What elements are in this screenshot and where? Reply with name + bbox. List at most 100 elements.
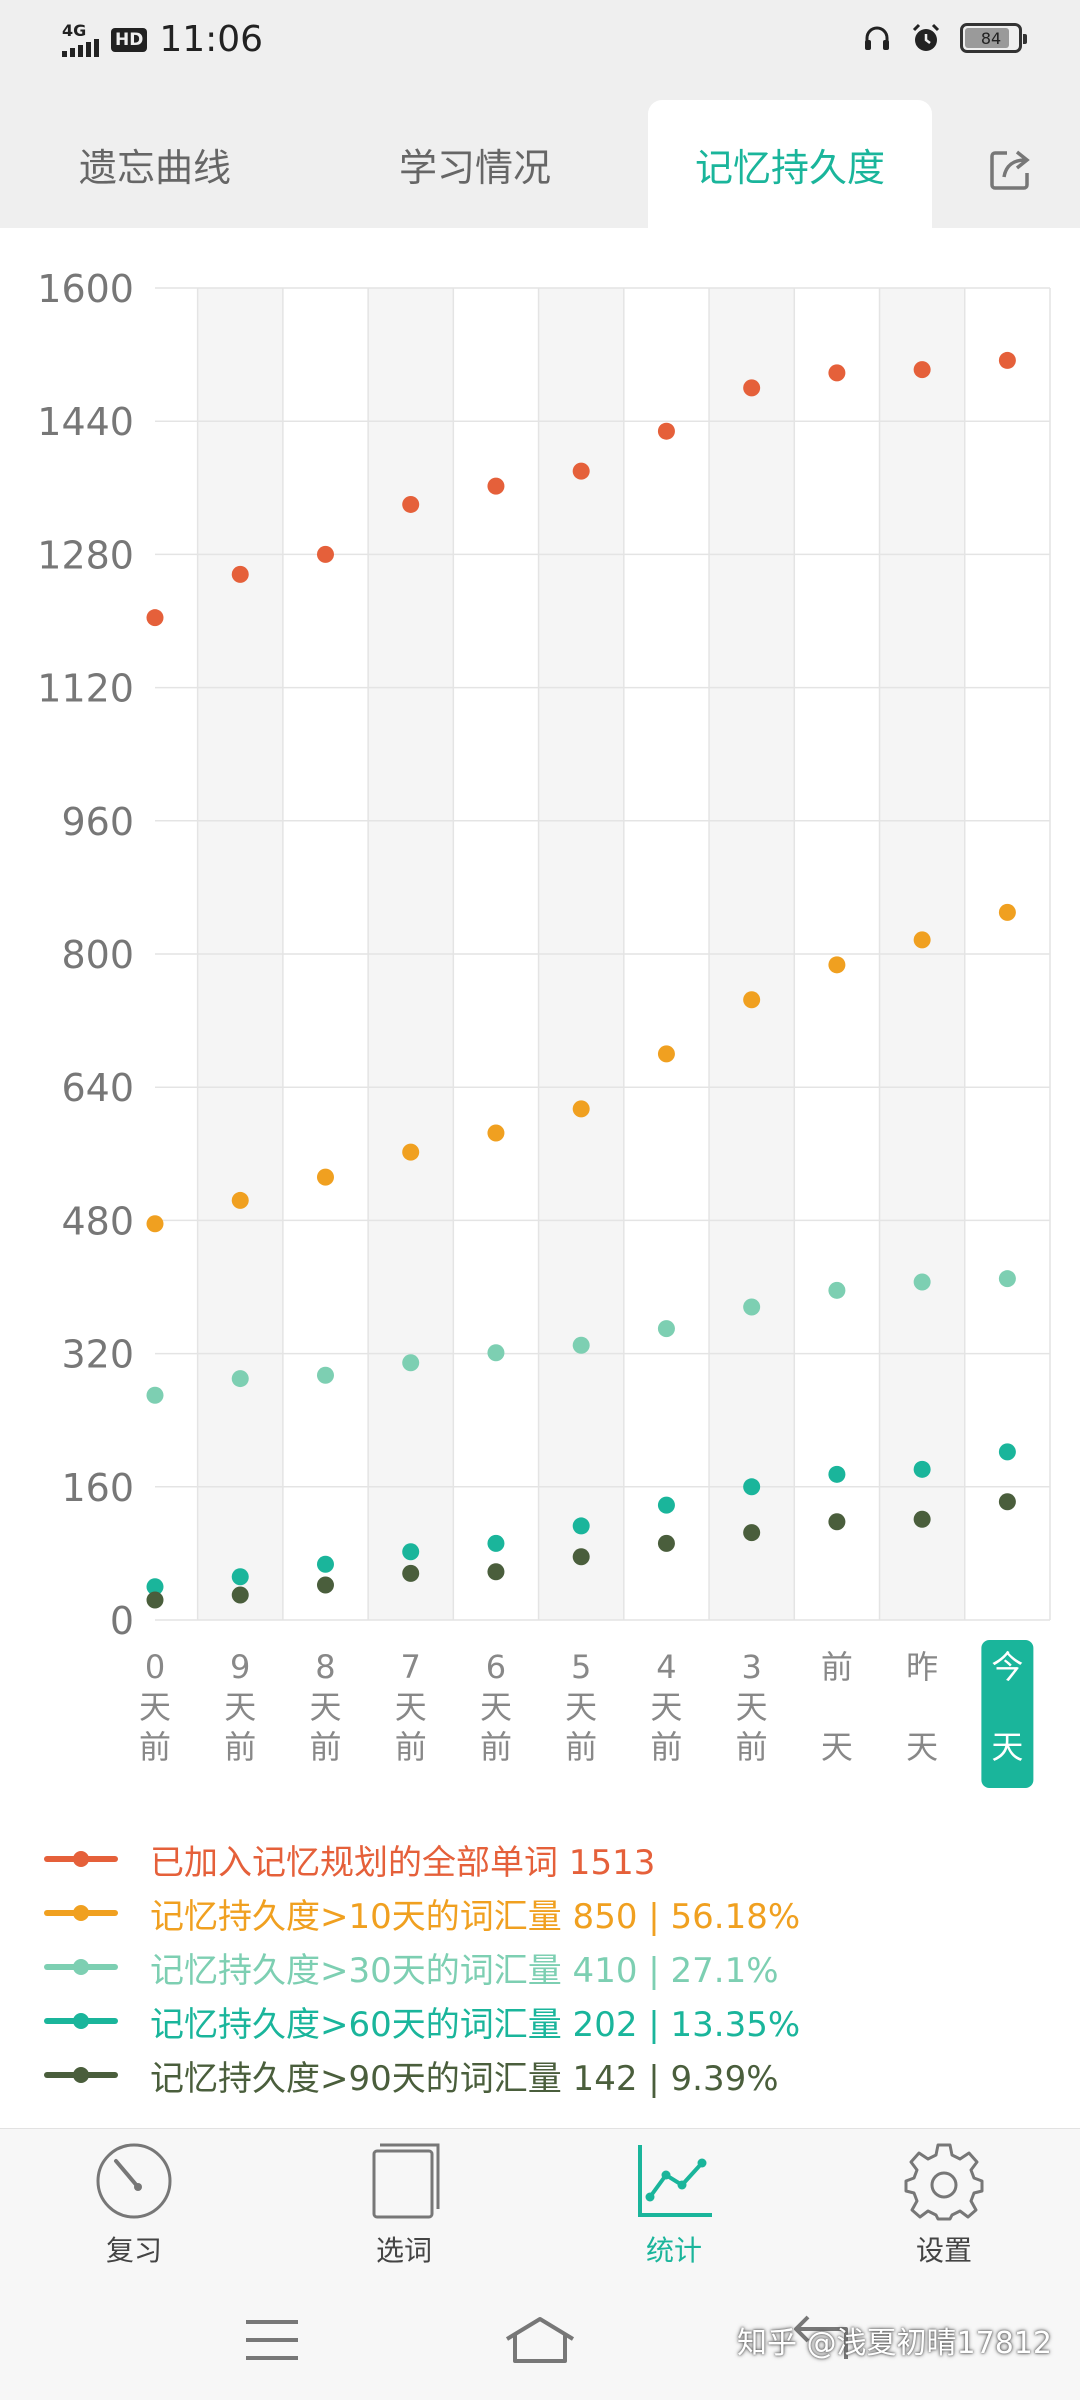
tab-study-status[interactable]: 学习情况 (345, 100, 605, 228)
data-point-series-4 (657, 1496, 675, 1514)
x-tick-label: 前 (821, 1648, 853, 1686)
x-tick-label: 8 (315, 1648, 335, 1686)
data-point-series-5 (316, 1576, 334, 1594)
data-point-series-5 (998, 1493, 1016, 1511)
x-tick-label: 前 (224, 1728, 256, 1766)
menu-button[interactable] (222, 2308, 322, 2372)
data-point-series-2 (316, 1168, 334, 1186)
data-point-series-3 (487, 1344, 505, 1362)
data-point-series-2 (402, 1143, 420, 1161)
nav-select-words[interactable]: 选词 (314, 2139, 494, 2279)
legend-marker (44, 1905, 118, 1921)
data-point-series-1 (316, 545, 334, 563)
tab-label: 遗忘曲线 (78, 145, 231, 190)
data-point-series-3 (657, 1320, 675, 1338)
legend-item-all-words: 已加入记忆规划的全部单词 1513 (44, 1832, 1044, 1886)
data-point-series-4 (913, 1460, 931, 1478)
data-point-series-2 (572, 1100, 590, 1118)
y-tick-label: 1600 (37, 267, 134, 311)
x-tick-label: 天 (395, 1688, 427, 1726)
data-point-series-2 (487, 1124, 505, 1142)
tab-forgetting-curve[interactable]: 遗忘曲线 (30, 100, 280, 228)
x-tick-label: 0 (145, 1648, 165, 1686)
x-tick-label: 天 (224, 1688, 256, 1726)
nav-settings[interactable]: 设置 (854, 2139, 1034, 2279)
y-tick-label: 480 (61, 1199, 134, 1243)
data-point-series-3 (913, 1273, 931, 1291)
nav-statistics[interactable]: 统计 (584, 2139, 764, 2279)
data-point-series-1 (487, 477, 505, 495)
data-point-series-4 (231, 1568, 249, 1586)
signal-bars-icon (62, 39, 99, 57)
data-point-series-3 (998, 1270, 1016, 1288)
memory-durability-chart: 0 160 320 480 640 800 960 1120 1280 1440 1600 0 天前 9 天… (0, 228, 1080, 1788)
battery-level: 84 (980, 28, 1002, 48)
data-point-series-5 (572, 1548, 590, 1566)
x-tick-label: 前 (139, 1728, 171, 1766)
data-point-series-5 (146, 1591, 164, 1609)
signal-icon: 4G (62, 23, 99, 57)
data-point-series-5 (913, 1510, 931, 1528)
legend-label: 记忆持久度>60天的词汇量 202 | 13.35% (150, 2004, 801, 2045)
legend-label: 记忆持久度>90天的词汇量 142 | 9.39% (150, 2058, 779, 2099)
chart-legend: 已加入记忆规划的全部单词 1513 记忆持久度>10天的词汇量 850 | 56… (44, 1832, 1044, 2102)
data-point-series-1 (913, 361, 931, 379)
word-book-icon (362, 2139, 446, 2223)
legend-item-over-60-days: 记忆持久度>60天的词汇量 202 | 13.35% (44, 1994, 1044, 2048)
review-dial-icon (92, 2139, 176, 2223)
data-point-series-4 (146, 1578, 164, 1596)
nav-label: 统计 (645, 2234, 702, 2267)
data-point-series-5 (828, 1513, 846, 1531)
share-button[interactable] (980, 140, 1040, 200)
data-point-series-4 (743, 1478, 761, 1496)
today-highlight (981, 1640, 1034, 1788)
legend-label: 已加入记忆规划的全部单词 1513 (150, 1842, 656, 1883)
chart-svg: 016032048064080096011201280144016000天前9天… (37, 267, 1051, 1788)
hd-badge: HD (111, 28, 148, 52)
system-navigation (0, 2278, 1080, 2400)
data-point-series-1 (146, 609, 164, 627)
data-point-series-2 (146, 1215, 164, 1233)
data-point-series-4 (572, 1517, 590, 1535)
status-bar: 4G HD 11:06 84 (0, 0, 1080, 80)
data-point-series-4 (487, 1534, 505, 1552)
x-tick-label: 前 (395, 1728, 427, 1766)
data-point-series-5 (231, 1586, 249, 1604)
legend-item-over-10-days: 记忆持久度>10天的词汇量 850 | 56.18% (44, 1886, 1044, 1940)
settings-gear-icon (902, 2139, 986, 2223)
data-point-series-1 (402, 495, 420, 513)
data-point-series-1 (998, 351, 1016, 369)
x-tick-label: 5 (571, 1648, 591, 1686)
tab-label: 学习情况 (398, 145, 551, 190)
y-tick-label: 1280 (37, 533, 134, 577)
data-point-series-2 (913, 931, 931, 949)
x-tick-label: 天 (991, 1728, 1023, 1766)
nav-review[interactable]: 复习 (44, 2139, 224, 2279)
data-point-series-5 (657, 1534, 675, 1552)
data-point-series-4 (402, 1543, 420, 1561)
home-button[interactable] (490, 2308, 590, 2372)
home-icon (505, 2317, 575, 2363)
x-tick-label: 天 (139, 1688, 171, 1726)
y-tick-label: 1120 (37, 667, 134, 711)
y-tick-label: 320 (61, 1333, 134, 1377)
data-point-series-1 (743, 379, 761, 397)
x-tick-label: 今 (991, 1648, 1023, 1686)
data-point-series-3 (316, 1366, 334, 1384)
x-tick-label: 天 (565, 1688, 597, 1726)
statistics-chart-icon (632, 2139, 716, 2223)
x-tick-label: 4 (656, 1648, 676, 1686)
data-point-series-5 (743, 1524, 761, 1542)
x-tick-label: 天 (480, 1688, 512, 1726)
y-tick-label: 800 (61, 933, 134, 977)
y-tick-label: 0 (110, 1599, 134, 1643)
x-tick-label: 前 (565, 1728, 597, 1766)
back-button[interactable] (770, 2308, 870, 2372)
back-icon (794, 2315, 848, 2359)
alarm-icon (912, 23, 940, 51)
status-right: 84 (862, 22, 1027, 54)
tab-memory-durability[interactable]: 记忆持久度 (648, 100, 932, 228)
x-tick-label: 6 (486, 1648, 506, 1686)
y-tick-label: 1440 (37, 400, 134, 444)
data-point-series-2 (231, 1191, 249, 1209)
